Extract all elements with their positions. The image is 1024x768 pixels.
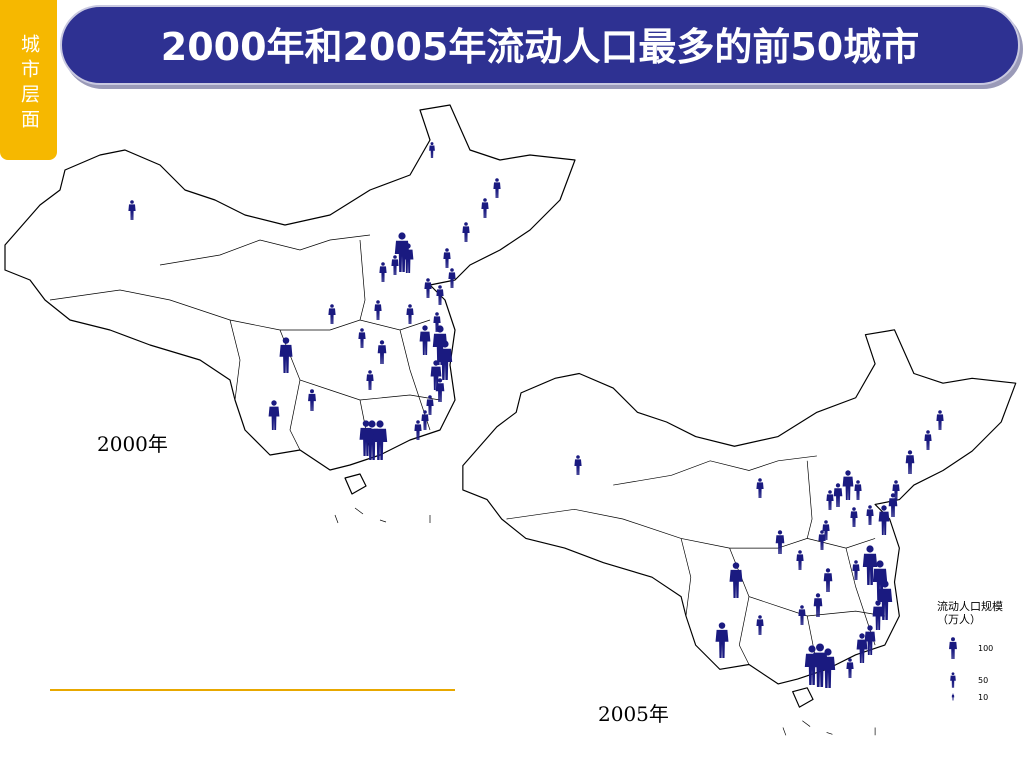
- map-label: 2005年: [598, 702, 669, 726]
- legend-item-label: 100: [978, 644, 993, 653]
- map-label: 2000年: [97, 432, 168, 456]
- person-icon: [846, 658, 854, 678]
- section-tab: 城市层面: [0, 0, 57, 160]
- legend-item-label: 10: [978, 693, 988, 702]
- slide-title: 2000年和2005年流动人口最多的前50城市: [60, 5, 1020, 85]
- person-icon: [950, 672, 956, 688]
- map-2005: [462, 329, 1017, 736]
- legend-title: 流动人口规模（万人）: [937, 600, 1003, 626]
- person-icon: [951, 693, 955, 701]
- legend: 100 50 10: [949, 637, 993, 702]
- map-2005-outline: [462, 329, 1017, 736]
- legend-item-label: 50: [978, 676, 988, 685]
- person-icon: [949, 637, 957, 659]
